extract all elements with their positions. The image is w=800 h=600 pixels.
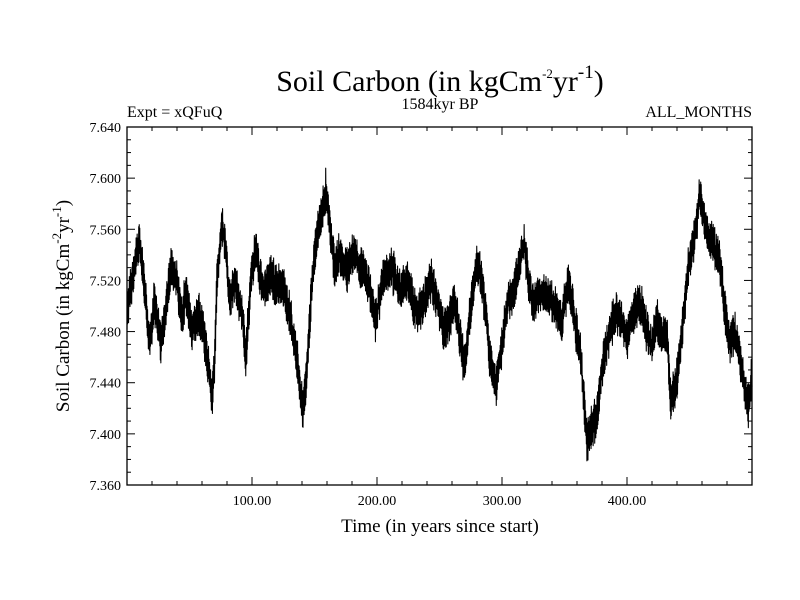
y-axis-label: Soil Carbon (in kgCm-2yr-1) (49, 200, 74, 412)
y-axis-label-main: Soil Carbon (in kgCm (53, 244, 74, 413)
y-tick-label: 7.440 (90, 377, 122, 392)
chart-title-end: ) (594, 65, 604, 98)
x-tick-label: 300.00 (483, 494, 522, 509)
x-tick-label: 400.00 (608, 494, 647, 509)
chart-title-sup1: -2 (542, 66, 553, 81)
series-line (126, 167, 753, 462)
y-tick-label: 7.560 (90, 223, 122, 238)
x-axis: 100.00 200.00 300.00 400.00 (151, 127, 728, 509)
y-axis-label-mid: yr (53, 216, 74, 233)
period-label: 1584kyr BP (402, 96, 479, 113)
x-axis-label: Time (in years since start) (341, 516, 539, 537)
y-axis: 7.360 7.400 7.440 7.480 7.520 7.560 7.600 7.640 (90, 121, 752, 494)
y-tick-label: 7.480 (90, 326, 122, 341)
y-tick-label: 7.600 (90, 172, 122, 187)
chart-title-main: Soil Carbon (in kgCm (276, 65, 542, 98)
y-tick-label: 7.520 (90, 274, 122, 289)
chart-title-mid: yr (553, 65, 578, 98)
x-tick-label: 100.00 (233, 494, 272, 509)
chart-title-sup2: -1 (578, 62, 594, 83)
chart-title: Soil Carbon (in kgCm-2yr-1) (276, 62, 604, 98)
y-tick-label: 7.640 (90, 121, 122, 136)
y-axis-label-sup1: -2 (49, 233, 64, 244)
x-tick-label: 200.00 (358, 494, 397, 509)
y-tick-label: 7.360 (90, 479, 122, 494)
data-series (126, 167, 753, 462)
y-axis-label-sup2: -1 (49, 206, 64, 217)
months-label: ALL_MONTHS (645, 104, 752, 121)
y-tick-label: 7.400 (90, 428, 122, 443)
experiment-label: Expt = xQFuQ (127, 104, 223, 121)
y-axis-label-end: ) (53, 200, 74, 206)
